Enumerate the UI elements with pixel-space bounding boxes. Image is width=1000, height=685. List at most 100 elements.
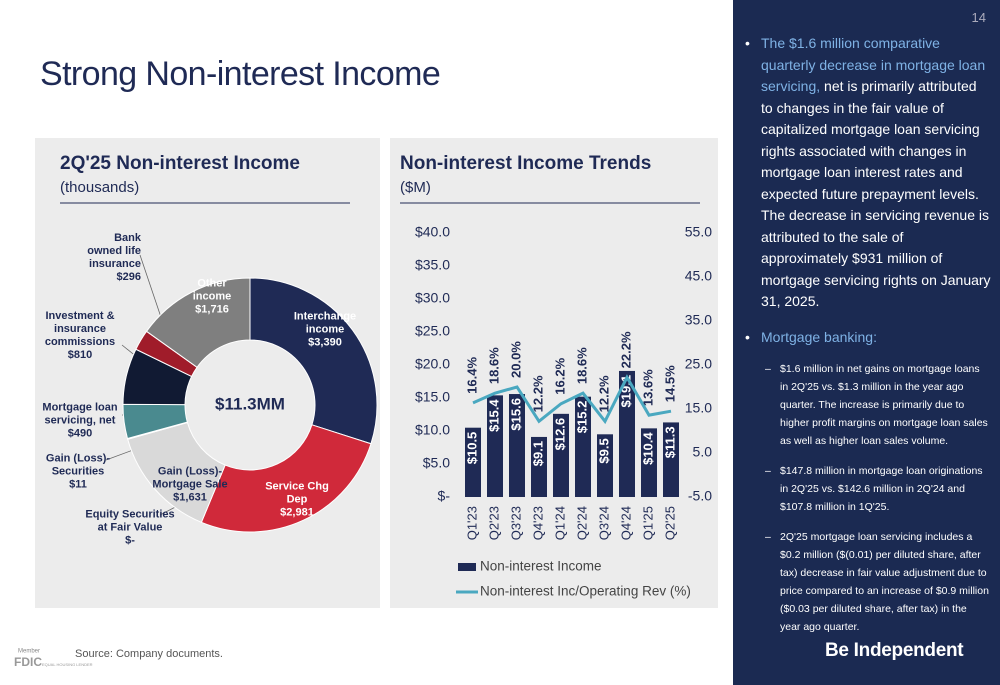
bar (531, 436, 547, 497)
segment-name: Interchange income (293, 310, 357, 336)
segment-label: Gain (Loss)- Securities $11 (41, 453, 116, 492)
bar-value-label: $9.5 (596, 438, 611, 463)
bullet-list: The $1.6 million comparative quarterly d… (733, 33, 1000, 636)
bar-value-label: $9.1 (530, 441, 545, 466)
y2-tick-label: 35.0 (685, 312, 712, 328)
x-tick-label: Q1'25 (640, 506, 655, 540)
x-tick-label: Q1'23 (464, 506, 479, 540)
sidebar: 14 The $1.6 million comparative quarterl… (733, 0, 1000, 685)
x-tick-label: Q2'25 (662, 506, 677, 540)
segment-value: $3,390 (308, 336, 342, 349)
sub-bullet: $147.8 million in mortgage loan originat… (733, 462, 1000, 516)
y2-tick-label: 5.0 (693, 444, 713, 460)
panel (390, 138, 718, 608)
bar (619, 370, 635, 497)
segment-value: $490 (67, 427, 93, 440)
x-tick-label: Q1'24 (552, 506, 567, 540)
logo-text: EQUAL HOUSING LENDER (42, 662, 93, 667)
segment-name: Other income (192, 277, 232, 303)
segment-value: $1,716 (195, 303, 229, 316)
y2-tick-label: 25.0 (685, 356, 712, 372)
x-tick-label: Q3'24 (596, 506, 611, 540)
y-tick-label: $15.0 (415, 389, 450, 405)
sub-bullet: $1.6 million in net gains on mortgage lo… (733, 360, 1000, 450)
line-value-label: 12.2% (530, 375, 545, 412)
segment-name: Bank owned life insurance (87, 232, 141, 270)
segment-name: Service Chg Dep (265, 480, 329, 506)
x-tick-label: Q4'24 (618, 506, 633, 540)
bar (465, 427, 481, 497)
bar-value-label: $11.3 (662, 426, 677, 458)
segment-label: Gain (Loss)- Mortgage Sale $1,631 (143, 466, 238, 505)
page-number: 14 (971, 10, 986, 25)
segment-value: $11 (69, 478, 87, 491)
y-tick-label: $30.0 (415, 290, 450, 306)
bar-value-label: $15.4 (486, 399, 501, 432)
line-value-label: 16.2% (552, 357, 567, 394)
line-value-label: 12.2% (596, 375, 611, 412)
line-value-label: 13.6% (640, 369, 655, 406)
legend-label: Non-interest Income (480, 559, 602, 574)
bullet: Mortgage banking: (733, 327, 1000, 349)
y2-tick-label: -5.0 (688, 488, 712, 504)
segment-label: Mortgage loan servicing, net $490 (35, 402, 125, 441)
segment-value: $2,981 (280, 506, 314, 519)
x-tick-label: Q4'23 (530, 506, 545, 540)
chart-title: 2Q'25 Non-interest Income (60, 153, 300, 174)
y-tick-label: $20.0 (415, 356, 450, 372)
segment-label: Equity Securities at Fair Value $- (80, 509, 180, 548)
line-value-label: 20.0% (508, 341, 523, 378)
bullet-text: net is primarily attributed to changes i… (761, 78, 991, 309)
bar (663, 422, 679, 497)
segment-label: Investment & insurance commissions $810 (35, 310, 125, 362)
y-tick-label: $5.0 (423, 455, 450, 471)
line-value-label: 14.5% (662, 365, 677, 402)
y-tick-label: $25.0 (415, 323, 450, 339)
chart-subtitle: (thousands) (60, 179, 139, 196)
y2-tick-label: 45.0 (685, 268, 712, 284)
x-tick-label: Q2'24 (574, 506, 589, 540)
segment-name: Gain (Loss)- Securities (45, 452, 111, 478)
bar-value-label: $15.2 (574, 401, 589, 434)
y-tick-label: $10.0 (415, 422, 450, 438)
legend-swatch (458, 563, 476, 571)
y2-tick-label: 15.0 (685, 400, 712, 416)
line-value-label: 18.6% (486, 347, 501, 384)
donut-segment (200, 424, 372, 533)
donut-segment (145, 277, 251, 368)
line-value-label: 16.4% (464, 357, 479, 394)
y-tick-label: $35.0 (415, 257, 450, 273)
segment-label: Interchange income $3,390 (285, 311, 365, 350)
bar-value-label: $10.4 (640, 432, 655, 465)
segment-name: Equity Securities at Fair Value (85, 508, 175, 534)
brand: Be Independent (825, 640, 964, 661)
bar (553, 413, 569, 497)
bar (487, 395, 503, 497)
segment-value: $- (125, 534, 135, 547)
legend-label: Non-interest Inc/Operating Rev (%) (480, 584, 691, 599)
segment-label: Other income $1,716 (185, 278, 240, 317)
bar-value-label: $12.6 (552, 418, 567, 451)
segment-value: $296 (116, 271, 141, 283)
bar (509, 394, 525, 497)
segment-value: $1,631 (173, 491, 207, 504)
logo-text: FDIC (14, 655, 42, 669)
bar-value-label: $10.5 (464, 432, 479, 465)
segment-name: Investment & insurance commissions (44, 310, 116, 348)
bullet: The $1.6 million comparative quarterly d… (733, 33, 1000, 313)
sub-bullet: 2Q'25 mortgage loan servicing includes a… (733, 528, 1000, 636)
bar (641, 428, 657, 497)
segment-value: $810 (67, 349, 93, 361)
bullet-highlight: Mortgage banking: (761, 328, 877, 345)
y-tick-label: $40.0 (415, 224, 450, 240)
bar (597, 434, 613, 497)
segment-name: Mortgage loan servicing, net (42, 401, 118, 427)
slide-title: Strong Non-interest Income (40, 55, 440, 93)
chart-title: Non-interest Income Trends (400, 153, 651, 174)
bar (575, 396, 591, 497)
x-tick-label: Q3'23 (508, 506, 523, 540)
segment-label: Bank owned life insurance $296 (79, 232, 141, 284)
x-tick-label: Q2'23 (486, 506, 501, 540)
bar-value-label: $15.6 (508, 398, 523, 431)
